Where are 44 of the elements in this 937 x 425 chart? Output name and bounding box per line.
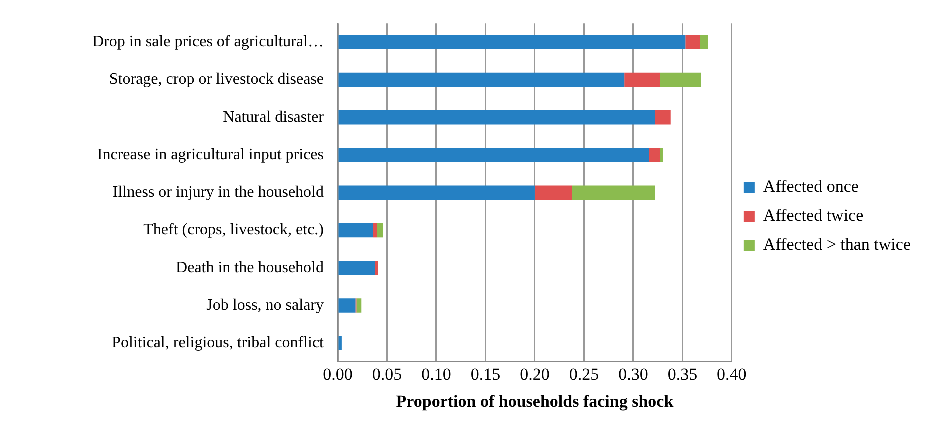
x-tick-label: 0.10 bbox=[422, 364, 452, 384]
x-tick-label: 0.05 bbox=[372, 364, 402, 384]
y-tick-label: Political, religious, tribal conflict bbox=[112, 334, 325, 352]
bar bbox=[338, 35, 686, 50]
y-tick-label: Job loss, no salary bbox=[206, 296, 324, 314]
x-tick-label: 0.25 bbox=[569, 364, 600, 384]
x-axis-title: Proportion of households facing shock bbox=[396, 392, 674, 412]
x-tick-label: 0.40 bbox=[717, 364, 747, 384]
bar bbox=[660, 148, 663, 162]
bar bbox=[356, 298, 362, 313]
bar bbox=[338, 110, 656, 125]
bar bbox=[375, 260, 378, 276]
bar bbox=[649, 148, 660, 162]
bar bbox=[686, 35, 700, 50]
bar bbox=[338, 336, 342, 351]
y-tick-label: Drop in sale prices of agricultural… bbox=[92, 34, 324, 51]
bar bbox=[338, 260, 376, 276]
bar bbox=[338, 298, 356, 313]
bar bbox=[338, 223, 374, 238]
y-tick-label: Theft (crops, livestock, etc.) bbox=[144, 222, 324, 239]
bar bbox=[377, 223, 384, 238]
y-tick-label: Illness or injury in the household bbox=[112, 184, 324, 202]
y-tick-label: Natural disaster bbox=[223, 108, 325, 126]
bar bbox=[534, 186, 572, 200]
x-tick-label: 0.20 bbox=[520, 364, 550, 384]
bar bbox=[660, 72, 702, 88]
bar bbox=[700, 35, 708, 50]
legend-label: Affected > than twice bbox=[763, 234, 912, 254]
x-tick-label: 0.30 bbox=[618, 364, 648, 384]
bar bbox=[624, 72, 660, 88]
bar bbox=[338, 72, 625, 88]
x-tick-label: 0.15 bbox=[470, 364, 501, 384]
bar bbox=[655, 110, 671, 125]
legend-label: Affected once bbox=[763, 176, 859, 196]
x-tick-label: 0.35 bbox=[668, 364, 698, 384]
y-tick-label: Death in the household bbox=[176, 259, 324, 276]
bar bbox=[572, 186, 656, 200]
x-tick-label: 0.00 bbox=[323, 364, 353, 384]
y-tick-label: Increase in agricultural input prices bbox=[97, 146, 324, 164]
legend-label: Affected twice bbox=[763, 206, 864, 225]
y-tick-label: Storage, crop or livestock disease bbox=[109, 71, 324, 88]
bar bbox=[373, 223, 378, 238]
bar bbox=[338, 186, 535, 200]
bar bbox=[338, 148, 650, 162]
